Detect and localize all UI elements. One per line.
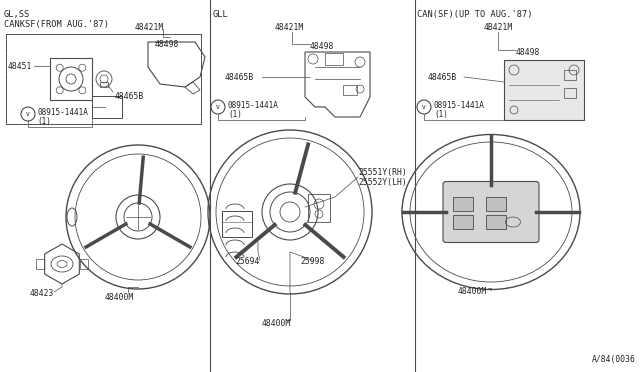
Bar (50, 58, 92, 100)
Text: GLL: GLL (213, 10, 228, 19)
Bar (453, 197, 473, 211)
Bar (6, 34, 201, 124)
Text: V: V (422, 105, 426, 109)
Bar (504, 60, 584, 120)
Text: 48400M: 48400M (262, 320, 291, 328)
Text: CANKSF(FROM AUG.'87): CANKSF(FROM AUG.'87) (4, 19, 109, 29)
Text: 08915-1441A: 08915-1441A (434, 100, 485, 109)
Text: 25998: 25998 (300, 257, 324, 266)
Bar (92, 96, 122, 118)
Bar (100, 82, 108, 87)
Text: V: V (216, 105, 220, 109)
Text: 48498: 48498 (155, 39, 179, 48)
Text: A/84(0036: A/84(0036 (592, 355, 636, 364)
Text: CAN(SF)(UP TO AUG.'87): CAN(SF)(UP TO AUG.'87) (417, 10, 532, 19)
Text: 48498: 48498 (310, 42, 334, 51)
Text: 25551Y(RH): 25551Y(RH) (358, 167, 407, 176)
Bar (564, 70, 576, 80)
FancyBboxPatch shape (443, 182, 539, 243)
Bar (36, 259, 44, 269)
Text: GL,SS: GL,SS (4, 10, 30, 19)
Text: 48465B: 48465B (428, 73, 457, 81)
Text: 25694: 25694 (235, 257, 259, 266)
Text: 48400M: 48400M (105, 292, 134, 301)
Text: 48421M: 48421M (275, 22, 304, 32)
Text: 48465B: 48465B (225, 73, 254, 81)
Text: 48465B: 48465B (115, 92, 144, 100)
Bar (325, 53, 343, 65)
Bar (453, 215, 473, 229)
Bar (222, 211, 252, 237)
Text: 08915-1441A: 08915-1441A (228, 100, 279, 109)
Text: 48498: 48498 (516, 48, 540, 57)
Text: 08915-1441A: 08915-1441A (37, 108, 88, 116)
Bar (6, 34, 201, 124)
Bar (486, 197, 506, 211)
Text: (1): (1) (37, 116, 51, 125)
Bar (308, 194, 330, 222)
Text: 48421M: 48421M (135, 22, 164, 32)
Text: V: V (26, 112, 30, 116)
Text: 4B421M: 4B421M (484, 22, 513, 32)
Text: (1): (1) (434, 109, 448, 119)
Text: (1): (1) (228, 109, 242, 119)
Bar (486, 215, 506, 229)
Text: 48423: 48423 (30, 289, 54, 298)
Text: 48451: 48451 (8, 61, 33, 71)
Text: 25552Y(LH): 25552Y(LH) (358, 177, 407, 186)
Bar (80, 259, 88, 269)
Bar (564, 88, 576, 98)
Bar (343, 85, 357, 95)
Text: 48400M: 48400M (458, 288, 487, 296)
